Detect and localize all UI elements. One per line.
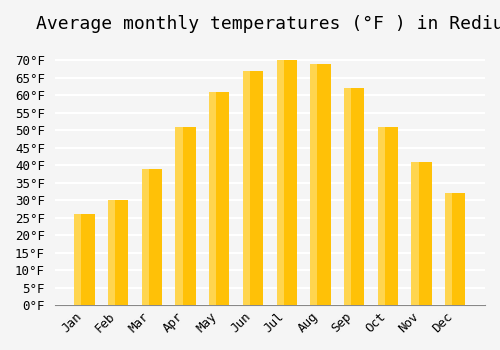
Bar (412, 162, 432, 305)
Bar (108, 200, 128, 305)
Bar (344, 88, 351, 305)
Bar (209, 92, 230, 305)
Bar (445, 193, 452, 305)
Title: Average monthly temperatures (°F ) in Rediu: Average monthly temperatures (°F ) in Re… (36, 15, 500, 33)
Bar (276, 60, 283, 305)
Bar (108, 200, 115, 305)
Bar (378, 127, 398, 305)
Bar (176, 127, 182, 305)
Bar (344, 88, 364, 305)
Bar (74, 214, 94, 305)
Bar (142, 169, 162, 305)
Bar (412, 162, 418, 305)
Bar (310, 64, 330, 305)
Bar (445, 193, 466, 305)
Bar (142, 169, 149, 305)
Bar (209, 92, 216, 305)
Bar (176, 127, 196, 305)
Bar (378, 127, 385, 305)
Bar (276, 60, 297, 305)
Bar (74, 214, 82, 305)
Bar (243, 71, 250, 305)
Bar (310, 64, 318, 305)
Bar (243, 71, 263, 305)
